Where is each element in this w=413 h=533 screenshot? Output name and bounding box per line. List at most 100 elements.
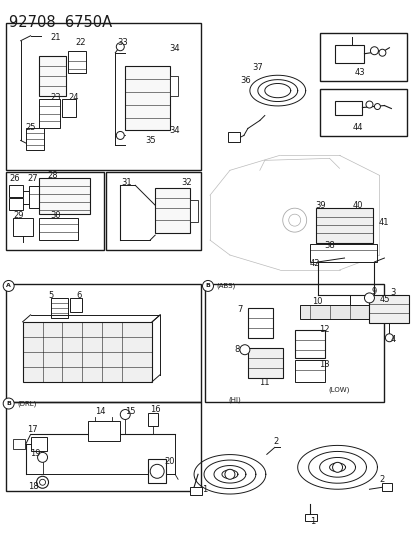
- Text: 14: 14: [95, 407, 105, 416]
- Bar: [70, 298, 82, 312]
- Circle shape: [3, 398, 14, 409]
- Text: 5: 5: [48, 292, 53, 301]
- Text: 8: 8: [234, 345, 239, 354]
- Bar: [382, 483, 392, 491]
- Circle shape: [40, 479, 45, 485]
- Text: 2: 2: [273, 437, 278, 446]
- Circle shape: [150, 464, 164, 478]
- Text: 43: 43: [353, 68, 364, 77]
- Text: 44: 44: [351, 123, 362, 132]
- Text: 45: 45: [378, 295, 389, 304]
- Text: 34: 34: [169, 44, 180, 53]
- Text: 32: 32: [181, 178, 192, 187]
- Text: (ABS): (ABS): [216, 282, 235, 289]
- Bar: [190, 487, 202, 495]
- Bar: [9, 185, 23, 197]
- Text: 13: 13: [318, 360, 329, 369]
- Text: 31: 31: [121, 178, 131, 187]
- Bar: [299, 305, 368, 319]
- Bar: [228, 133, 239, 142]
- Bar: [294, 360, 324, 382]
- Bar: [88, 422, 120, 441]
- Bar: [13, 439, 24, 449]
- Text: 9: 9: [371, 287, 376, 296]
- Circle shape: [224, 470, 234, 479]
- Text: 2: 2: [379, 475, 384, 484]
- Bar: [315, 208, 373, 243]
- Text: 38: 38: [323, 240, 334, 249]
- Bar: [26, 128, 43, 150]
- Circle shape: [385, 334, 392, 342]
- Bar: [190, 200, 197, 222]
- Bar: [125, 66, 170, 131]
- Bar: [31, 438, 46, 451]
- Text: 26: 26: [9, 174, 20, 183]
- Bar: [309, 244, 377, 262]
- Bar: [148, 459, 166, 483]
- Text: 37: 37: [252, 63, 263, 72]
- Bar: [38, 218, 78, 240]
- Text: 4: 4: [390, 335, 395, 344]
- Bar: [204, 284, 384, 401]
- Bar: [368, 295, 408, 323]
- Bar: [319, 33, 406, 80]
- Bar: [38, 99, 60, 128]
- Bar: [334, 101, 362, 115]
- Circle shape: [116, 132, 124, 140]
- Bar: [6, 284, 201, 401]
- Circle shape: [378, 49, 385, 56]
- Bar: [13, 218, 33, 236]
- Text: 21: 21: [50, 33, 61, 42]
- Circle shape: [332, 462, 342, 472]
- Text: 16: 16: [150, 405, 160, 414]
- Bar: [9, 198, 23, 210]
- Circle shape: [282, 208, 306, 232]
- Text: 41: 41: [377, 217, 388, 227]
- Bar: [38, 56, 66, 95]
- Bar: [68, 51, 86, 72]
- Bar: [170, 76, 178, 95]
- Circle shape: [239, 345, 249, 354]
- Bar: [50, 298, 68, 318]
- Text: B: B: [205, 284, 210, 288]
- Text: 10: 10: [312, 297, 322, 306]
- Text: 17: 17: [27, 425, 38, 434]
- Text: 33: 33: [116, 38, 127, 47]
- Bar: [294, 330, 324, 358]
- Circle shape: [370, 47, 377, 55]
- Text: 29: 29: [13, 211, 24, 220]
- Bar: [247, 308, 272, 338]
- Text: 27: 27: [27, 174, 38, 183]
- Circle shape: [373, 103, 380, 109]
- Text: 12: 12: [318, 325, 329, 334]
- Bar: [106, 172, 201, 250]
- Text: 39: 39: [315, 201, 325, 209]
- Bar: [334, 45, 363, 63]
- Text: 92708  6750A: 92708 6750A: [9, 15, 112, 30]
- Text: 20: 20: [164, 457, 175, 466]
- Text: 1: 1: [309, 516, 315, 526]
- Bar: [28, 186, 38, 208]
- Bar: [304, 514, 316, 521]
- Text: 11: 11: [259, 378, 269, 387]
- Text: (LOW): (LOW): [328, 386, 349, 393]
- Text: (HI): (HI): [228, 397, 241, 403]
- Text: 40: 40: [351, 201, 362, 209]
- Circle shape: [3, 280, 14, 292]
- Text: B: B: [6, 401, 11, 406]
- Text: 6: 6: [76, 292, 82, 301]
- Bar: [148, 413, 158, 426]
- Text: 35: 35: [145, 136, 155, 145]
- Text: 25: 25: [25, 123, 36, 132]
- Circle shape: [120, 409, 130, 419]
- Bar: [319, 88, 406, 136]
- Bar: [247, 348, 282, 377]
- Text: A: A: [6, 284, 11, 288]
- Circle shape: [116, 43, 124, 51]
- Text: (DRL): (DRL): [17, 400, 36, 407]
- Text: 22: 22: [75, 38, 85, 47]
- Text: 7: 7: [237, 305, 242, 314]
- Bar: [23, 322, 152, 382]
- Text: 1: 1: [202, 484, 207, 494]
- Text: 30: 30: [50, 211, 61, 220]
